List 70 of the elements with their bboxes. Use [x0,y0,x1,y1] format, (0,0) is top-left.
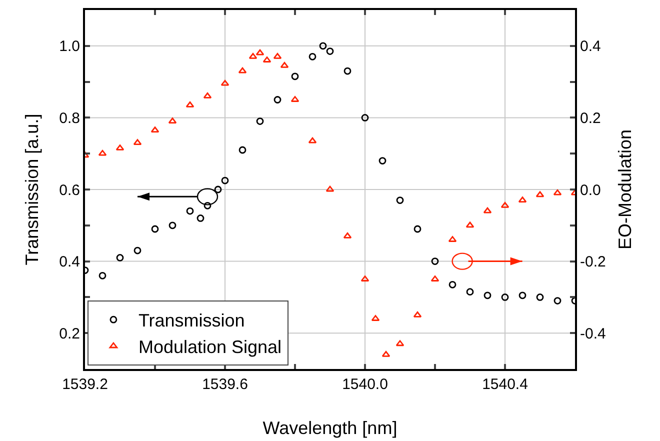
point [344,67,352,75]
point [414,225,422,233]
point [291,72,299,80]
y2-tick-label: 0.0 [580,182,601,199]
point [554,297,562,304]
y-tick-label: 0.2 [59,325,80,342]
point [396,340,404,346]
point [186,101,194,108]
y-tick-label: 0.8 [59,110,80,127]
point [308,52,316,60]
y2-tick-label: 0.2 [580,110,601,127]
point [361,114,369,122]
point [273,52,282,59]
y-axis-title: Transmission [a.u.] [22,114,42,266]
point [326,186,334,192]
y-tick-label: 0.6 [59,182,80,199]
point [308,137,317,144]
point [536,294,544,301]
point [238,146,246,154]
point [186,207,194,215]
y-tick-label: 0.4 [59,254,80,271]
point [98,150,107,156]
point [431,258,439,265]
point [319,42,327,50]
point [204,202,212,210]
point [221,176,229,184]
point [326,48,334,55]
point [448,280,456,288]
point [196,214,204,222]
x-axis-title: Wavelength [nm] [262,418,398,438]
point [343,232,352,238]
point [116,254,124,262]
y-tick-label: 1.0 [59,38,80,56]
x-tick-label: 1539.6 [202,376,248,393]
point [98,272,106,280]
point [536,191,544,198]
point [378,157,386,164]
point [413,311,422,318]
point [396,196,404,204]
point [518,292,526,300]
point [256,49,264,56]
legend-label: Transmission [138,310,245,331]
point [500,202,510,208]
point [168,222,176,230]
point [214,186,222,194]
point [484,292,492,300]
point [466,288,474,296]
y2-tick-label: -0.2 [580,254,606,271]
point [466,222,474,228]
point [483,207,492,214]
x-tick-label: 1539.2 [62,376,108,393]
text: 1540.0 [342,376,388,393]
point [256,118,264,125]
point [220,80,230,86]
point [280,62,289,68]
point [203,92,212,98]
y2-tick-label: 0.4 [580,38,601,56]
point [501,294,509,301]
point [134,246,142,254]
y2-axis-title: EO-Modulation [615,129,635,250]
point [553,189,562,196]
point [274,96,282,104]
point [248,52,258,59]
y2-tick-label: -0.4 [580,325,606,342]
x-tick-label: 1540.4 [482,376,528,393]
point [151,225,159,233]
legend-label: Modulation Signal [138,337,282,358]
point [133,139,142,146]
point [238,67,247,74]
point [382,350,390,357]
